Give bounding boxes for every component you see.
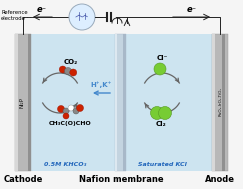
Text: Cathode: Cathode: [3, 175, 43, 184]
Text: CO₂: CO₂: [64, 59, 78, 65]
Circle shape: [64, 67, 71, 74]
Bar: [15, 34, 228, 171]
Circle shape: [158, 106, 172, 119]
Text: Anode: Anode: [205, 175, 235, 184]
Bar: [15, 34, 18, 171]
Bar: [15, 34, 31, 171]
Circle shape: [63, 113, 69, 119]
Circle shape: [70, 69, 77, 76]
Text: CH₃C(O)CHO: CH₃C(O)CHO: [49, 121, 91, 126]
Text: RuO₂-IrO₂-TiO₂: RuO₂-IrO₂-TiO₂: [219, 88, 223, 116]
Bar: [123, 34, 126, 171]
Text: Cl⁻: Cl⁻: [156, 55, 168, 61]
Text: 0.5M KHCO₃: 0.5M KHCO₃: [44, 162, 86, 167]
Circle shape: [58, 105, 64, 112]
Bar: [212, 34, 228, 171]
Bar: [115, 34, 126, 171]
Text: e⁻: e⁻: [187, 5, 197, 14]
Circle shape: [68, 105, 74, 111]
Circle shape: [150, 106, 164, 119]
Bar: [28, 34, 31, 171]
Text: Reference
electrode: Reference electrode: [1, 10, 28, 21]
Circle shape: [77, 105, 84, 112]
Text: Nafion membrane: Nafion membrane: [79, 175, 163, 184]
Text: e⁻: e⁻: [37, 5, 47, 14]
Bar: [222, 34, 225, 171]
Circle shape: [73, 108, 79, 114]
Circle shape: [69, 4, 95, 30]
Circle shape: [154, 63, 166, 75]
Text: Saturated KCl: Saturated KCl: [138, 162, 186, 167]
Circle shape: [59, 66, 66, 73]
Text: Cl₂: Cl₂: [156, 121, 166, 127]
Circle shape: [63, 108, 69, 114]
Bar: [115, 34, 117, 171]
Bar: [212, 34, 215, 171]
Text: Ni₂P: Ni₂P: [19, 97, 25, 108]
Text: H⁺,K⁺: H⁺,K⁺: [90, 81, 112, 88]
